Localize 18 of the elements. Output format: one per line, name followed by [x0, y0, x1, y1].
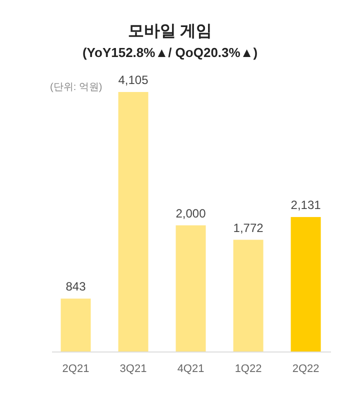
- x-tick-label: 4Q21: [177, 363, 204, 375]
- bar: [233, 240, 264, 352]
- bar: [118, 92, 148, 352]
- data-label: 2,131: [290, 198, 322, 212]
- chart-subtitle: (YoY152.8%▲/ QoQ20.3%▲): [82, 45, 258, 60]
- data-label: 843: [66, 280, 86, 294]
- x-tick-label: 1Q22: [234, 363, 262, 375]
- x-tick-label: 3Q21: [120, 363, 147, 375]
- data-label: 1,772: [233, 220, 264, 235]
- data-label: 4,105: [118, 73, 149, 87]
- bar: [60, 298, 91, 352]
- annotation: (단위: 억원): [50, 82, 102, 93]
- x-tick-label: 2Q22: [292, 363, 320, 375]
- bar: [290, 217, 321, 352]
- chart-title: 모바일 게임: [128, 23, 212, 40]
- data-label: 2,000: [176, 206, 206, 220]
- x-tick-label: 2Q21: [62, 363, 90, 375]
- bar: [176, 225, 206, 352]
